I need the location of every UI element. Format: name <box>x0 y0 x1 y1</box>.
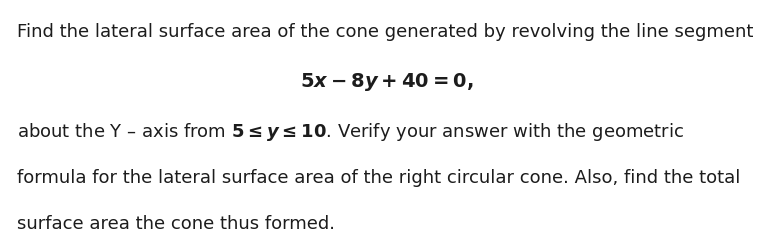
Text: Find the lateral surface area of the cone generated by revolving the line segmen: Find the lateral surface area of the con… <box>17 22 753 41</box>
Text: about the Y – axis from $5 \leq y \leq 10$. Verify your answer with the geometri: about the Y – axis from $5 \leq y \leq 1… <box>17 120 684 142</box>
Text: $5x - 8y + 40 = 0,$: $5x - 8y + 40 = 0,$ <box>300 71 474 93</box>
Text: formula for the lateral surface area of the right circular cone. Also, find the : formula for the lateral surface area of … <box>17 169 741 187</box>
Text: surface area the cone thus formed.: surface area the cone thus formed. <box>17 214 335 232</box>
